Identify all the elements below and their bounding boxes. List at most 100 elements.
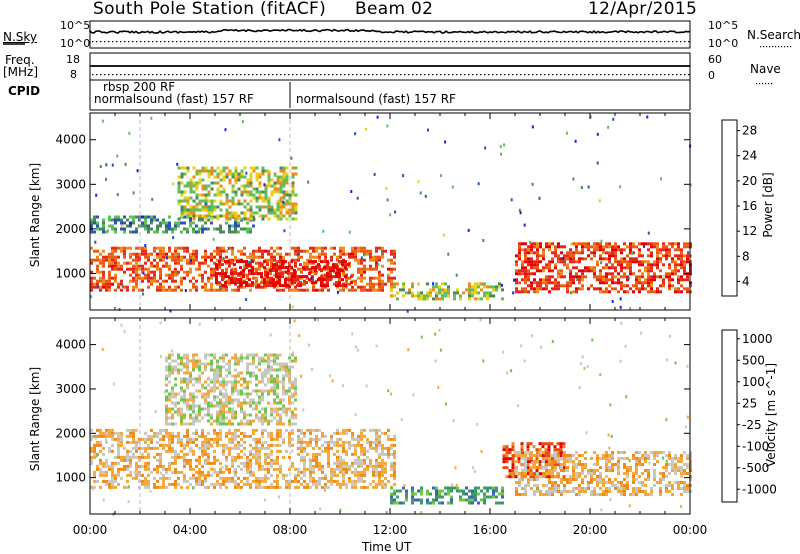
data-cell	[426, 297, 429, 301]
data-cell	[129, 273, 132, 277]
data-cell	[650, 245, 653, 249]
data-cell	[420, 489, 423, 493]
data-cell	[168, 264, 171, 268]
data-cell	[287, 272, 290, 276]
data-cell	[614, 242, 617, 246]
data-cell	[291, 181, 295, 185]
data-cell	[276, 181, 280, 185]
data-cell	[578, 242, 581, 246]
data-cell	[623, 272, 626, 276]
nave-dot	[224, 74, 226, 76]
data-cell	[258, 359, 261, 363]
data-cell	[279, 365, 282, 369]
data-cell	[351, 285, 354, 289]
data-cell	[90, 224, 93, 228]
data-cell	[668, 251, 671, 255]
nsearch-dot	[136, 41, 138, 43]
data-cell	[441, 294, 444, 298]
data-cell	[165, 416, 168, 420]
data-cell	[291, 428, 294, 432]
data-cell	[102, 224, 105, 228]
data-cell	[542, 451, 545, 454]
data-cell	[644, 281, 647, 285]
data-cell	[222, 187, 226, 191]
data-cell	[288, 482, 291, 486]
data-cell	[602, 245, 605, 249]
data-cell	[135, 279, 138, 283]
data-cell	[393, 294, 396, 298]
data-cell	[168, 434, 171, 438]
data-cell	[538, 463, 542, 467]
data-cell	[150, 261, 153, 265]
data-cell	[276, 422, 279, 426]
data-cell	[527, 469, 530, 472]
data-cell	[219, 410, 222, 414]
data-cell	[228, 431, 231, 435]
data-cell	[267, 443, 270, 447]
data-cell	[96, 285, 99, 289]
data-cell	[311, 266, 314, 270]
data-cell	[177, 199, 181, 203]
data-cell	[338, 278, 341, 282]
data-cell	[204, 401, 207, 405]
data-cell	[114, 221, 117, 225]
nsearch-dot	[196, 41, 198, 43]
data-cell	[548, 275, 551, 279]
data-cell	[282, 255, 285, 259]
data-cell	[218, 260, 221, 264]
data-cell	[132, 230, 135, 234]
data-cell	[234, 230, 237, 234]
data-cell	[108, 261, 111, 265]
data-cell	[665, 257, 668, 261]
data-cell	[174, 479, 177, 483]
data-cell	[236, 272, 239, 276]
data-cell	[360, 276, 363, 280]
data-cell	[213, 440, 216, 444]
data-cell	[455, 273, 458, 277]
data-cell	[599, 242, 602, 246]
data-cell	[351, 461, 354, 465]
data-cell	[438, 285, 441, 289]
data-cell	[255, 437, 258, 441]
data-cell	[318, 252, 321, 256]
data-cell	[290, 275, 293, 279]
data-cell	[581, 269, 584, 273]
data-cell	[342, 470, 345, 474]
data-cell	[96, 264, 99, 268]
data-cell	[270, 190, 274, 194]
data-cell	[192, 401, 195, 405]
data-cell	[96, 258, 99, 262]
data-cell	[237, 371, 240, 375]
data-cell	[492, 492, 495, 496]
data-cell	[605, 251, 608, 255]
data-cell	[526, 466, 530, 470]
data-cell	[177, 202, 181, 206]
data-cell	[267, 184, 271, 188]
data-cell	[147, 446, 150, 450]
data-cell	[135, 467, 138, 471]
data-cell	[180, 258, 183, 262]
data-cell	[222, 190, 226, 194]
data-cell	[192, 404, 195, 408]
data-cell	[96, 464, 99, 468]
data-cell	[563, 490, 566, 493]
data-cell	[542, 254, 545, 258]
data-cell	[435, 291, 438, 295]
data-cell	[204, 362, 207, 366]
data-cell	[366, 464, 369, 468]
data-cell	[228, 199, 232, 203]
data-cell	[643, 244, 646, 248]
data-cell	[575, 251, 578, 255]
data-cell	[231, 187, 235, 191]
data-cell	[225, 202, 229, 206]
data-cell	[556, 448, 560, 452]
nave-dot	[192, 74, 194, 76]
data-cell	[129, 224, 132, 228]
data-cell	[138, 264, 141, 268]
data-cell	[306, 440, 309, 444]
data-cell	[495, 495, 498, 499]
data-cell	[384, 249, 387, 253]
data-cell	[192, 449, 195, 453]
nave-dot	[556, 74, 558, 76]
data-cell	[315, 479, 318, 483]
